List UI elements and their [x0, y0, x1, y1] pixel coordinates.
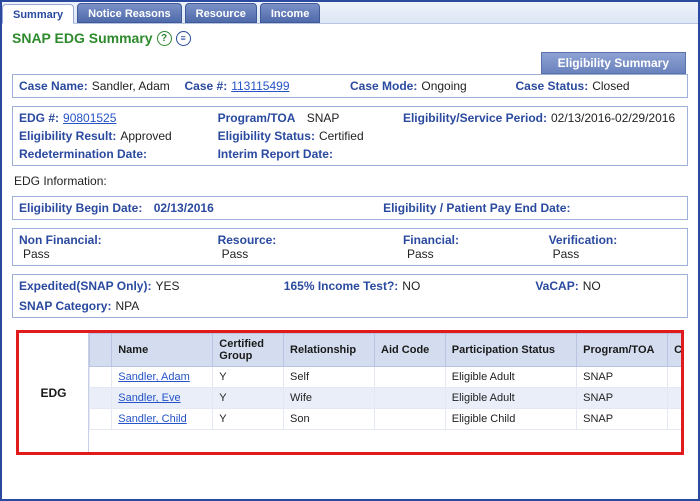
member-program: SNAP: [577, 388, 668, 409]
eligibility-status-value: Certified: [319, 129, 364, 143]
verification-label: Verification:: [549, 233, 681, 247]
table-row: Sandler, Child YSon Eligible ChildSNAP: [90, 409, 682, 430]
income-test-value: NO: [402, 279, 420, 293]
tab-income[interactable]: Income: [260, 3, 321, 23]
help-icon[interactable]: ?: [157, 31, 172, 46]
app-window: Summary Notice Reasons Resource Income S…: [0, 0, 700, 501]
eligibility-result-label: Eligibility Result:: [19, 129, 116, 143]
member-name-link[interactable]: Sandler, Adam: [118, 371, 190, 383]
edg-number-label: EDG #:: [19, 111, 59, 125]
page-body: SNAP EDG Summary ? ≡ Eligibility Summary…: [2, 24, 698, 463]
row-blank: [90, 409, 112, 430]
extra-panel: Expedited(SNAP Only): YES 165% Income Tes…: [12, 274, 688, 318]
case-name-value: Sandler, Adam: [92, 79, 170, 93]
eligibility-begin-date-value: 02/13/2016: [154, 201, 214, 215]
row-blank: [90, 388, 112, 409]
edg-information-label: EDG Information:: [14, 174, 688, 188]
case-mode-value: Ongoing: [421, 79, 466, 93]
eligibility-result-value: Approved: [120, 129, 171, 143]
col-relationship[interactable]: Relationship: [284, 334, 375, 367]
member-aid-code: [375, 388, 446, 409]
col-blank: [90, 334, 112, 367]
redetermination-date-label: Redetermination Date:: [19, 147, 147, 161]
financial-value: Pass: [403, 247, 549, 261]
non-financial-value: Pass: [19, 247, 218, 261]
verification-value: Pass: [549, 247, 681, 261]
vacap-label: VaCAP:: [535, 279, 578, 293]
edg-members-region: EDG Name Certified Group Relationship Ai…: [16, 330, 684, 455]
status-panel: Non Financial:Pass Resource:Pass Financi…: [12, 228, 688, 266]
case-status-value: Closed: [592, 79, 629, 93]
tab-notice-reasons[interactable]: Notice Reasons: [77, 3, 182, 23]
program-toa-label: Program/TOA: [218, 111, 296, 125]
resource-value: Pass: [218, 247, 403, 261]
non-financial-label: Non Financial:: [19, 233, 218, 247]
row-blank: [90, 367, 112, 388]
resource-label: Resource:: [218, 233, 403, 247]
case-name-label: Case Name:: [19, 79, 88, 93]
edg-number-link[interactable]: 90801525: [63, 111, 116, 125]
member-relationship: Wife: [284, 388, 375, 409]
tab-strip: Summary Notice Reasons Resource Income: [2, 2, 698, 24]
eligibility-summary-banner: Eligibility Summary: [541, 52, 686, 74]
income-test-label: 165% Income Test?:: [284, 279, 398, 293]
col-program-toa[interactable]: Program/TOA: [577, 334, 668, 367]
member-relationship: Son: [284, 409, 375, 430]
page-title: SNAP EDG Summary: [12, 30, 153, 46]
expedited-label: Expedited(SNAP Only):: [19, 279, 151, 293]
member-participation: Eligible Child: [445, 409, 576, 430]
col-aid-code[interactable]: Aid Code: [375, 334, 446, 367]
table-row: Sandler, Eve YWife Eligible AdultSNAP: [90, 388, 682, 409]
case-mode-label: Case Mode:: [350, 79, 417, 93]
member-program: SNAP: [577, 409, 668, 430]
eligibility-begin-date-label: Eligibility Begin Date:: [19, 201, 142, 215]
col-coverage[interactable]: Coverage: [668, 334, 681, 367]
member-coverage: [668, 409, 681, 430]
member-program: SNAP: [577, 367, 668, 388]
member-name-link[interactable]: Sandler, Child: [118, 413, 187, 425]
member-cert: Y: [213, 388, 284, 409]
member-cert: Y: [213, 409, 284, 430]
member-aid-code: [375, 367, 446, 388]
eligibility-period-value: 02/13/2016-02/29/2016: [551, 111, 675, 125]
member-cert: Y: [213, 367, 284, 388]
member-relationship: Self: [284, 367, 375, 388]
vacap-value: NO: [583, 279, 601, 293]
col-name[interactable]: Name: [112, 334, 213, 367]
member-coverage: [668, 367, 681, 388]
member-coverage: [668, 388, 681, 409]
interim-report-date-label: Interim Report Date:: [218, 147, 333, 161]
case-number-label: Case #:: [185, 79, 228, 93]
snap-category-value: NPA: [115, 299, 139, 313]
edg-row-label: EDG: [19, 333, 89, 452]
tab-resource[interactable]: Resource: [185, 3, 257, 23]
member-participation: Eligible Adult: [445, 388, 576, 409]
financial-label: Financial:: [403, 233, 549, 247]
program-toa-value: SNAP: [307, 111, 340, 125]
page-title-row: SNAP EDG Summary ? ≡: [12, 30, 688, 46]
edg-members-grid: Name Certified Group Relationship Aid Co…: [89, 333, 681, 452]
table-row: Sandler, Adam YSelf Eligible AdultSNAP: [90, 367, 682, 388]
expedited-value: YES: [155, 279, 179, 293]
snap-category-label: SNAP Category:: [19, 299, 111, 313]
eligibility-period-label: Eligibility/Service Period:: [403, 111, 547, 125]
member-aid-code: [375, 409, 446, 430]
member-participation: Eligible Adult: [445, 367, 576, 388]
edg-panel: EDG #: 90801525 Program/TOA SNAP Eligibil…: [12, 106, 688, 166]
dates-panel: Eligibility Begin Date: 02/13/2016 Eligi…: [12, 196, 688, 220]
member-name-link[interactable]: Sandler, Eve: [118, 392, 180, 404]
case-status-label: Case Status:: [516, 79, 589, 93]
col-certified-group[interactable]: Certified Group: [213, 334, 284, 367]
col-participation-status[interactable]: Participation Status: [445, 334, 576, 367]
tab-summary[interactable]: Summary: [2, 4, 74, 24]
edg-members-table: Name Certified Group Relationship Aid Co…: [89, 333, 681, 430]
case-panel: Case Name: Sandler, Adam Case #:113115499…: [12, 74, 688, 98]
list-icon[interactable]: ≡: [176, 31, 191, 46]
eligibility-status-label: Eligibility Status:: [218, 129, 315, 143]
case-number-link[interactable]: 113115499: [231, 79, 289, 93]
eligibility-end-date-label: Eligibility / Patient Pay End Date:: [383, 201, 570, 215]
